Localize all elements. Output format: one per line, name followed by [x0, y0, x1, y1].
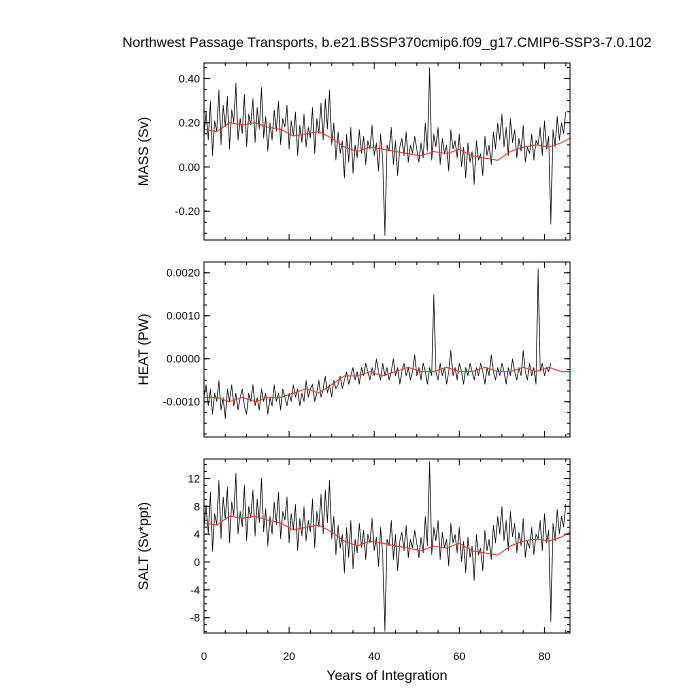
heat-ylabel: HEAT (PW)	[135, 314, 151, 386]
heat-ytick-label: -0.0010	[163, 397, 200, 409]
chart-title: Northwest Passage Transports, b.e21.BSSP…	[122, 34, 651, 50]
salt-ytick-label: 0	[194, 557, 200, 569]
salt-xtick-label: 80	[538, 651, 550, 663]
salt-series-monthly	[203, 461, 567, 632]
salt-xtick-label: 40	[368, 651, 380, 663]
mass-series-monthly	[203, 67, 567, 236]
salt-ytick-label: -4	[190, 585, 200, 597]
salt-ylabel: SALT (Sv*ppt)	[135, 502, 151, 590]
heat-series-smoothed	[204, 366, 570, 403]
panel-mass: -0.20 0.00 0.20 0.40 MASS (Sv)	[135, 62, 571, 241]
mass-ytick-label: 0.20	[179, 118, 200, 130]
x-axis-label: Years of Integration	[327, 667, 448, 683]
salt-plot-frame	[203, 458, 571, 634]
heat-ytick-label: 0.0000	[166, 354, 200, 366]
heat-series-monthly	[203, 268, 552, 419]
mass-series-smoothed	[203, 122, 571, 161]
salt-ytick-label: -8	[190, 613, 200, 625]
salt-xtick-label: 60	[453, 651, 465, 663]
salt-xtick-label: 0	[201, 651, 207, 663]
mass-ytick-label: 0.40	[179, 73, 200, 85]
heat-ytick-label: 0.0020	[166, 268, 200, 280]
salt-ytick-label: 8	[194, 501, 200, 513]
mass-plot-frame	[203, 62, 571, 241]
heat-plot-frame	[203, 261, 571, 438]
panels-group: -0.20 0.00 0.20 0.40 MASS (Sv) -0.0010 0.0000 0…	[135, 62, 571, 683]
salt-series-smoothed	[203, 515, 571, 556]
panel-heat: -0.0010 0.0000 0.0010 0.0020 HEAT (PW)	[135, 261, 571, 438]
salt-ytick-label: 12	[188, 473, 200, 485]
salt-xtick-label: 20	[283, 651, 295, 663]
mass-ytick-label: 0.00	[179, 162, 200, 174]
panel-salt: -8 -4 0 4 8 12 0 20 40 60 80 SALT (Sv*ppt) Years of …	[135, 458, 571, 683]
mass-ytick-label: -0.20	[175, 206, 200, 218]
heat-ytick-label: 0.0010	[166, 311, 200, 323]
mass-ylabel: MASS (Sv)	[135, 117, 151, 186]
salt-ytick-label: 4	[194, 529, 200, 541]
